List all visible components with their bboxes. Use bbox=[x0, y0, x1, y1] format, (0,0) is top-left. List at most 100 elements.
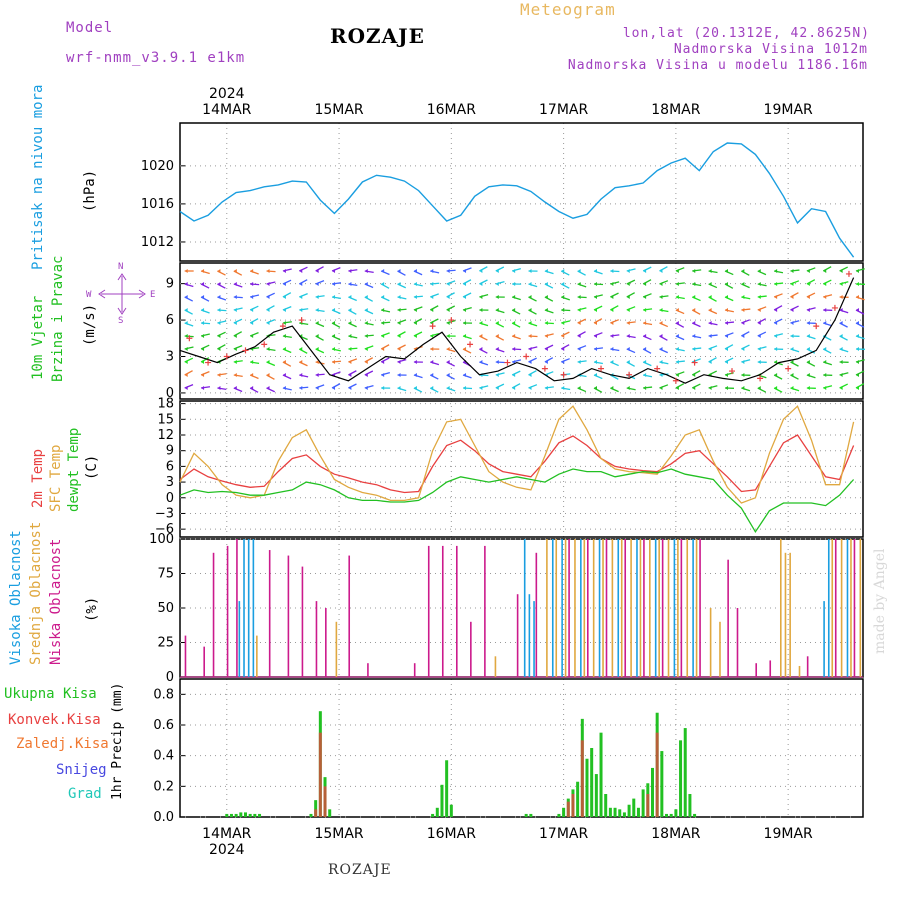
meteogram-label: Meteogram bbox=[520, 0, 616, 19]
wind-arrow-head bbox=[266, 347, 270, 351]
wind-arrow-head bbox=[610, 282, 614, 286]
wind-arrow-head bbox=[299, 295, 303, 299]
wind-arrow-head bbox=[397, 269, 401, 273]
wind-arrow-head bbox=[544, 308, 548, 312]
wind-arrow-head bbox=[495, 321, 499, 325]
wind-arrow-head bbox=[757, 347, 761, 351]
wind-arrow-head bbox=[446, 334, 450, 338]
wind-arrow-head bbox=[708, 321, 712, 325]
wind-arrow-head bbox=[512, 295, 516, 299]
wind-arrow-head bbox=[233, 386, 237, 390]
cloud-bar-high bbox=[528, 594, 531, 677]
wind-arrow-head bbox=[692, 308, 696, 312]
wind-arrow-head bbox=[855, 295, 859, 299]
wind-arrow-head bbox=[675, 347, 679, 351]
y-tick-label: 25 bbox=[157, 636, 174, 651]
wind-arrow-head bbox=[217, 386, 221, 390]
wind-gust-marker bbox=[448, 317, 455, 324]
wind-arrow-head bbox=[446, 282, 450, 286]
cloud-bar-low bbox=[535, 552, 538, 677]
y-tick-label: 18 bbox=[157, 397, 174, 412]
wind-arrow-head bbox=[250, 295, 254, 299]
y-tick-label: 0 bbox=[166, 670, 174, 685]
wind-arrow-head bbox=[544, 295, 548, 299]
wind-arrow-head bbox=[577, 282, 581, 286]
wind-gust-marker bbox=[504, 359, 511, 366]
wind-arrow-head bbox=[594, 373, 598, 377]
top-date-label: 16MAR bbox=[427, 102, 476, 118]
wind-arrow-head bbox=[561, 386, 565, 390]
wind-arrow-head bbox=[364, 308, 368, 312]
wind-arrow-head bbox=[643, 373, 647, 377]
wind-arrow-head bbox=[463, 334, 467, 338]
wind-arrow-head bbox=[250, 360, 254, 364]
y-tick-label: 0 bbox=[166, 491, 174, 506]
wind-arrow-head bbox=[348, 321, 352, 325]
cloud-bar-low bbox=[315, 601, 318, 677]
wind-gust-marker bbox=[205, 359, 212, 366]
wind-arrow-head bbox=[806, 386, 810, 390]
wind-arrow-head bbox=[643, 334, 647, 338]
wind-gust-marker bbox=[831, 304, 838, 311]
wind-arrow-head bbox=[855, 386, 859, 390]
cloud-bar-high bbox=[846, 539, 849, 677]
wind-arrow-head bbox=[430, 308, 434, 312]
cloud-bar-mid bbox=[677, 539, 679, 677]
wind-arrow-head bbox=[479, 347, 483, 351]
cloud-bar-high bbox=[252, 539, 255, 677]
wind-arrow-head bbox=[855, 308, 859, 312]
wind-arrow-head bbox=[692, 269, 696, 273]
precip-bar-total bbox=[229, 813, 233, 817]
y-tick-label: 0.4 bbox=[153, 749, 174, 764]
wind-arrow-head bbox=[397, 321, 401, 325]
wind-arrow-head bbox=[495, 373, 499, 377]
top-year-label: 2024 bbox=[209, 86, 245, 102]
wind-arrow-head bbox=[299, 282, 303, 286]
y-tick-label: −6 bbox=[155, 522, 174, 537]
wind-arrow-head bbox=[233, 334, 237, 338]
top-date-label: 14MAR bbox=[202, 102, 251, 118]
wind-arrow-head bbox=[217, 373, 221, 377]
cloud-bar-low bbox=[736, 608, 739, 677]
wind-arrow-head bbox=[544, 386, 548, 390]
wind-arrow-head bbox=[332, 308, 336, 312]
wind-arrow-head bbox=[577, 269, 581, 273]
wind-arrow-head bbox=[724, 347, 728, 351]
wind-arrow-head bbox=[184, 386, 188, 390]
wind-arrow-head bbox=[659, 282, 663, 286]
y-tick-label: 0.0 bbox=[153, 810, 174, 825]
wind-arrow-head bbox=[250, 386, 254, 390]
cloud-bar-mid bbox=[798, 665, 801, 677]
wind-arrow-head bbox=[757, 321, 761, 325]
wind-arrow-head bbox=[381, 334, 385, 338]
wind-arrow-head bbox=[855, 321, 859, 325]
y-tick-label: 0 bbox=[166, 386, 174, 401]
cloud-bar-high bbox=[523, 539, 526, 677]
wind-arrow-head bbox=[790, 295, 794, 299]
wind-arrow-head bbox=[299, 373, 303, 377]
cloud-bar-low bbox=[301, 566, 304, 677]
wind-arrow-head bbox=[348, 295, 352, 299]
wind-arrow-head bbox=[495, 282, 499, 286]
cloud-bar-low bbox=[680, 539, 683, 677]
wind-arrow-head bbox=[774, 282, 778, 286]
temp-line-sfc bbox=[179, 405, 855, 504]
wind-arrow-head bbox=[315, 334, 319, 338]
wind-arrow-head bbox=[463, 308, 467, 312]
wind-arrow-head bbox=[413, 373, 417, 377]
precip-bar-total bbox=[669, 813, 673, 817]
wind-arrow-head bbox=[479, 360, 483, 364]
wind-arrow-head bbox=[381, 386, 385, 390]
wind-arrow-head bbox=[430, 295, 434, 299]
wind-arrow-head bbox=[839, 282, 843, 286]
wind-arrow-head bbox=[675, 269, 679, 273]
wind-arrow-head bbox=[184, 373, 188, 377]
wind-arrow-head bbox=[724, 282, 728, 286]
wind-arrow-head bbox=[381, 269, 385, 273]
wind-arrow-head bbox=[201, 386, 205, 390]
y-tick-label: 9 bbox=[166, 277, 174, 292]
wind-arrow-head bbox=[184, 360, 188, 364]
wind-arrow-head bbox=[544, 347, 548, 351]
cloud-bar-mid bbox=[784, 552, 787, 677]
wind-arrow-head bbox=[233, 347, 237, 351]
